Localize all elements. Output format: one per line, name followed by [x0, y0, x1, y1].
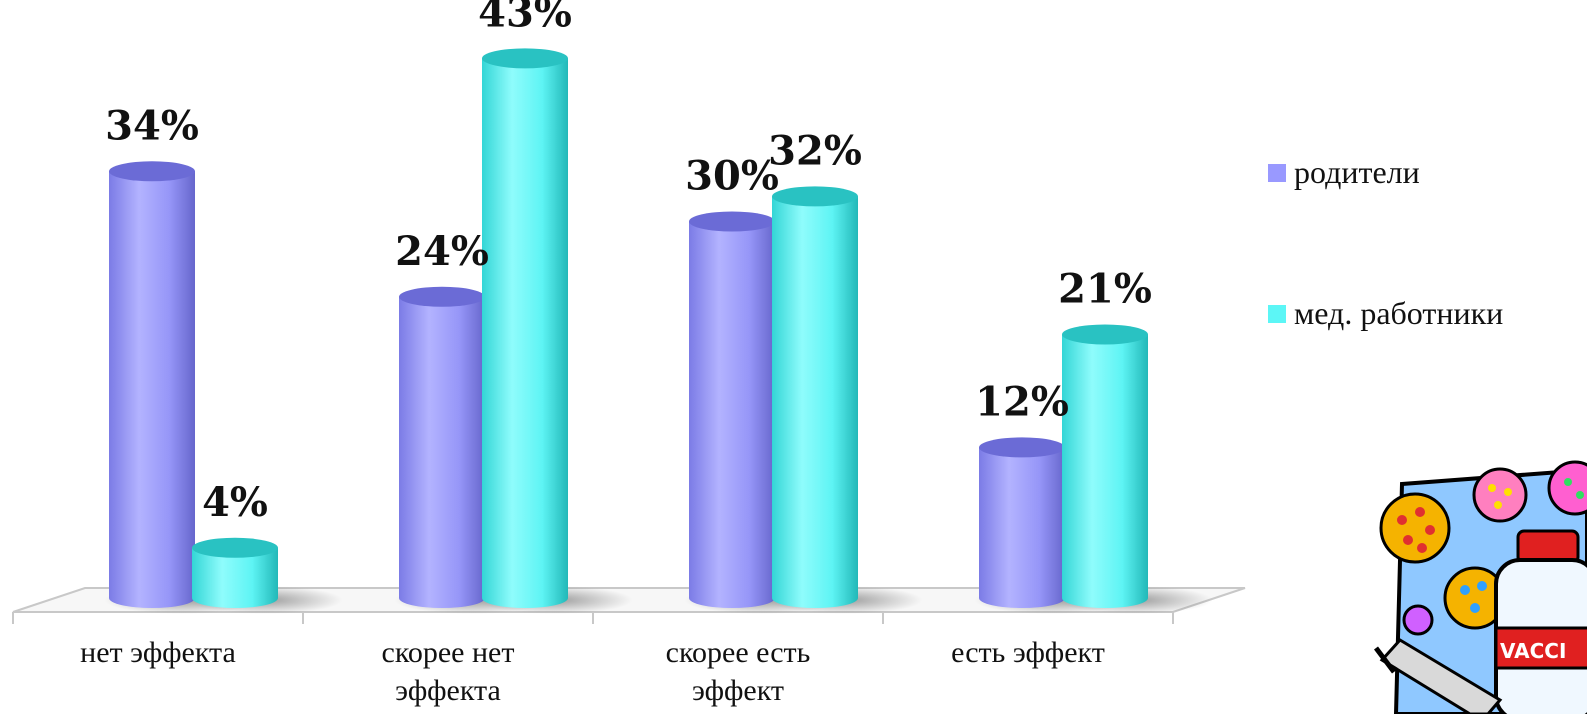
- legend-swatch-medics: [1268, 305, 1286, 323]
- bar-top: [109, 161, 195, 182]
- category-labels: нет эффекта скорее нет эффекта скорее есть э…: [80, 636, 1105, 707]
- bar-body: [109, 171, 195, 608]
- virus-icon: [1379, 492, 1451, 564]
- virus-icon: [1402, 604, 1434, 636]
- vaccine-bottle-icon: VACCI: [1494, 529, 1587, 714]
- value-label: 43%: [478, 0, 572, 36]
- value-labels: 34% 24% 30% 12% 4% 43% 32% 21%: [105, 0, 1152, 526]
- category-label: есть эффект: [951, 636, 1105, 669]
- bars-group: [104, 48, 1213, 614]
- bar-body: [482, 58, 568, 609]
- bar-body: [192, 547, 278, 608]
- bar-top: [482, 48, 568, 69]
- bar-medics-4: [1057, 324, 1213, 614]
- x-axis-ticks: [12, 612, 1174, 624]
- bar-top: [192, 537, 278, 558]
- legend: родители мед. работники: [1268, 154, 1503, 331]
- category-label: скорее есть эффект: [666, 636, 811, 707]
- bar-medics-3: [767, 186, 923, 614]
- bar-top: [1062, 324, 1148, 345]
- bar-top: [979, 437, 1065, 458]
- value-label: 34%: [105, 102, 199, 149]
- bar-medics-2: [477, 48, 633, 614]
- bar-parents-2: [394, 286, 550, 614]
- category-label: нет эффекта: [80, 636, 236, 669]
- legend-label-parents: родители: [1294, 154, 1420, 190]
- bar-body: [689, 221, 775, 608]
- vaccine-clipart: VACCI: [1374, 460, 1587, 714]
- virus-icon: [1547, 460, 1587, 516]
- bar-body: [399, 296, 485, 608]
- bar-top: [772, 186, 858, 207]
- value-label: 24%: [395, 228, 489, 275]
- value-label: 12%: [975, 378, 1069, 425]
- syringe-icon: [1374, 638, 1503, 714]
- legend-swatch-parents: [1268, 164, 1286, 182]
- bar-top: [689, 211, 775, 232]
- bar-top: [399, 286, 485, 307]
- value-label: 4%: [202, 479, 268, 526]
- value-label: 32%: [768, 127, 862, 174]
- virus-icon: [1472, 467, 1528, 523]
- value-label: 30%: [685, 153, 779, 200]
- bar-body: [1062, 334, 1148, 608]
- bar-body: [772, 196, 858, 608]
- legend-label-medics: мед. работники: [1294, 295, 1503, 331]
- bar-medics-1: [187, 537, 343, 614]
- category-label: скорее нет эффекта: [382, 636, 515, 707]
- value-label: 21%: [1058, 265, 1152, 312]
- vaccine-label-text: VACCI: [1500, 639, 1566, 663]
- bar-body: [979, 447, 1065, 608]
